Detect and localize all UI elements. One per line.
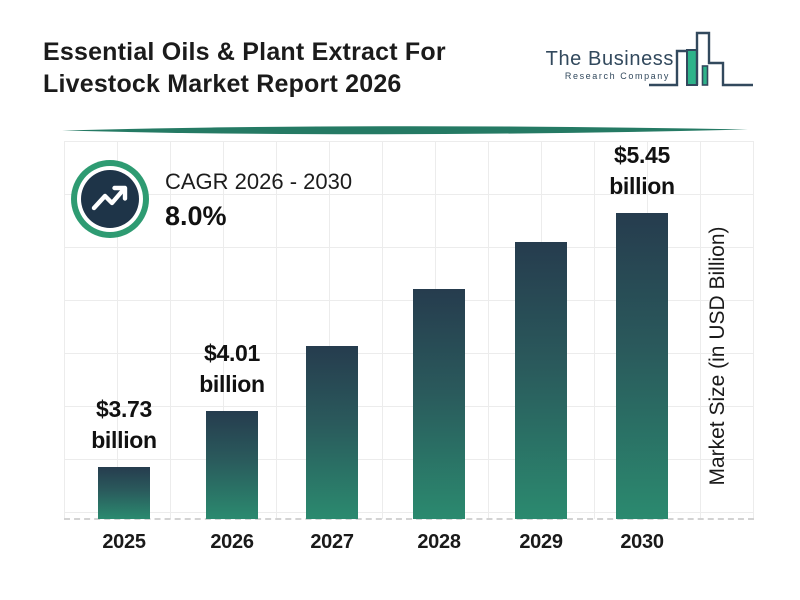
cagr-badge-ring [77, 166, 143, 232]
logo-subname: Research Company [564, 71, 670, 81]
bar-value-label-2030: $5.45 billion [609, 142, 675, 199]
bar-value-label-2025: $3.73 billion [91, 396, 157, 453]
bar-2030 [616, 213, 668, 519]
x-axis-label-2027: 2027 [310, 531, 354, 553]
cagr-badge [71, 160, 149, 238]
cagr-value: 8.0% [165, 201, 227, 231]
cagr-badge-circle [81, 170, 139, 228]
x-axis-label-2026: 2026 [210, 531, 254, 553]
page-title-line2: Livestock Market Report 2026 [43, 70, 402, 98]
page-title-line1: Essential Oils & Plant Extract For [43, 38, 446, 66]
x-axis-label-2029: 2029 [519, 531, 563, 553]
bar-2026 [206, 411, 258, 519]
bar-2029 [515, 242, 567, 519]
bar-2027 [306, 346, 358, 519]
bar-2028 [413, 289, 465, 519]
y-axis-title: Market Size (in USD Billion) [706, 226, 729, 486]
logo-name: The Business [545, 48, 674, 70]
bar-2025 [98, 467, 150, 519]
x-axis-label-2028: 2028 [417, 531, 461, 553]
x-axis-baseline [64, 518, 754, 520]
logo-bars-icon [649, 31, 753, 87]
x-axis-label-2025: 2025 [102, 531, 146, 553]
trend-up-arrow-icon [91, 185, 128, 211]
page-title: Essential Oils & Plant Extract For Lives… [43, 36, 446, 100]
bar-value-label-2026: $4.01 billion [199, 340, 265, 397]
divider-swoosh [62, 126, 748, 135]
x-axis-label-2030: 2030 [620, 531, 664, 553]
logo: The Business Research Company [470, 48, 674, 81]
cagr-period-label: CAGR 2026 - 2030 [165, 169, 353, 194]
